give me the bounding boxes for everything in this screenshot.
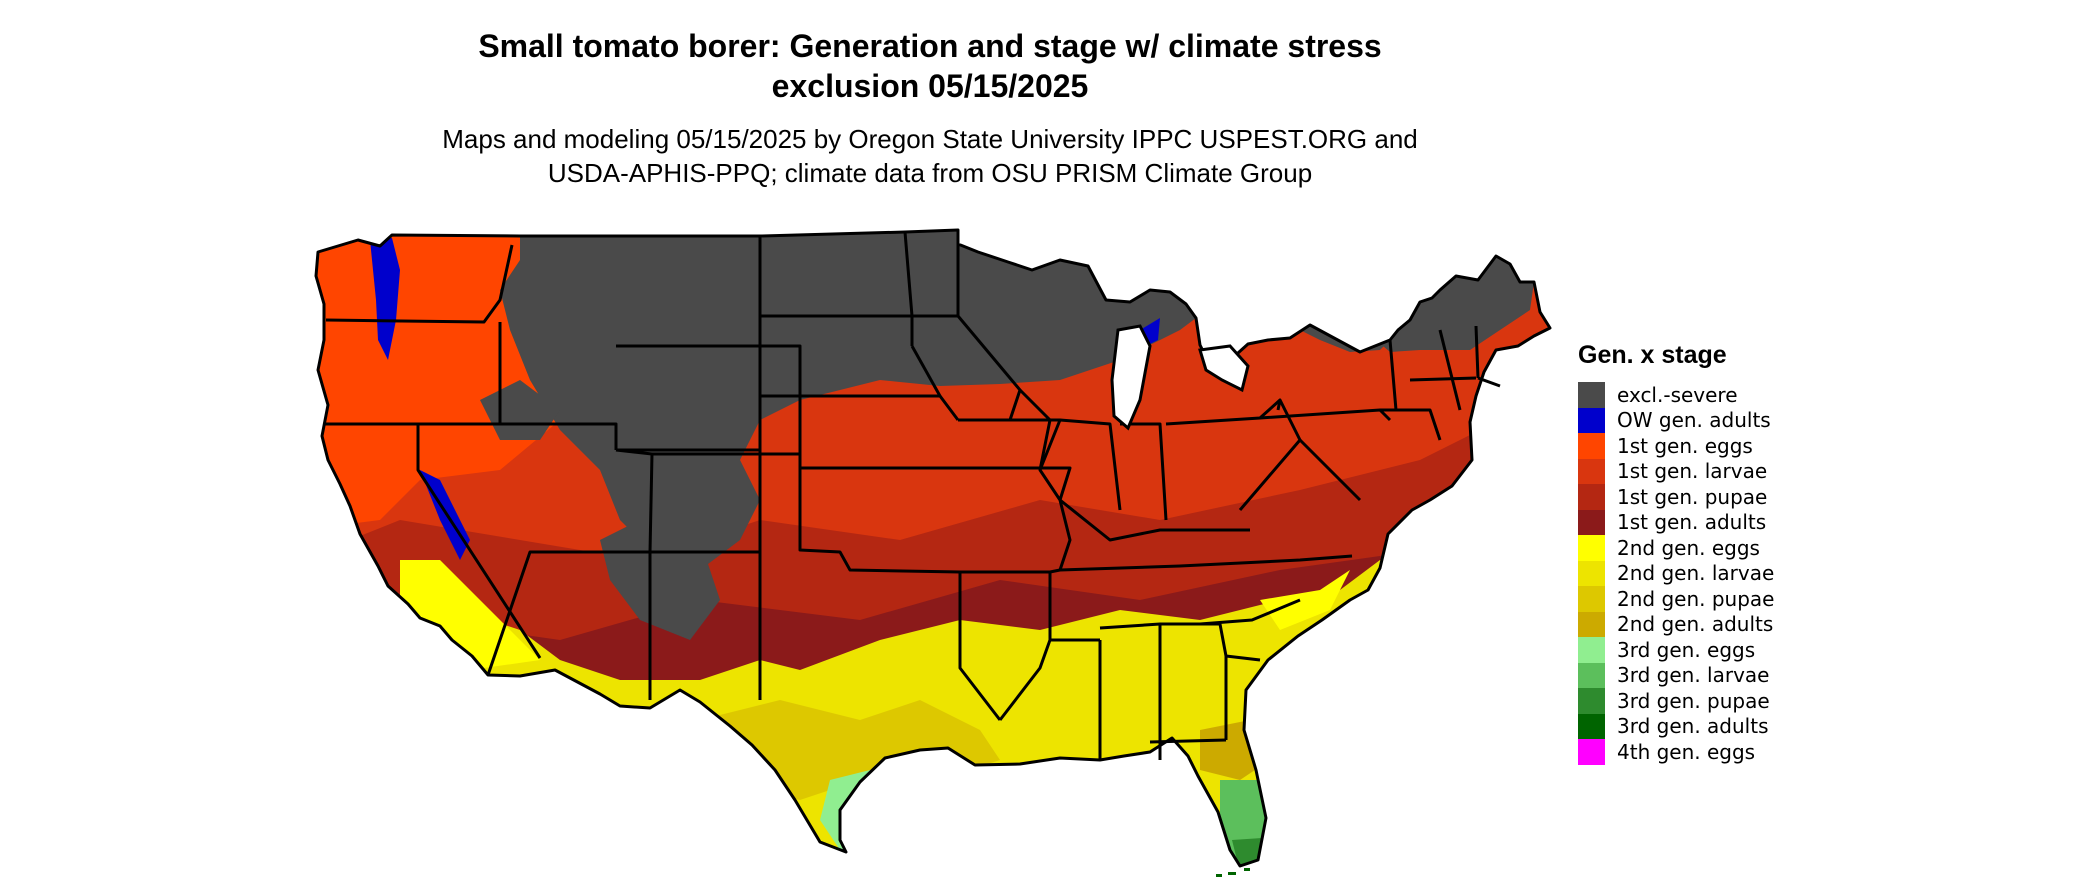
legend-label: 3rd gen. pupae — [1617, 688, 1770, 713]
legend-item: 3rd gen. adults — [1578, 713, 1878, 739]
legend-items: excl.-severe OW gen. adults 1st gen. eggs 1… — [1578, 382, 1878, 765]
legend-swatch — [1578, 611, 1605, 637]
legend-swatch — [1578, 458, 1605, 484]
legend-label: 1st gen. eggs — [1617, 433, 1753, 458]
map-title-line-2: exclusion 05/15/2025 — [771, 68, 1089, 104]
legend-label: 2nd gen. eggs — [1617, 535, 1760, 560]
legend-item: 3rd gen. eggs — [1578, 637, 1878, 663]
legend-swatch — [1578, 713, 1605, 739]
legend-label: OW gen. adults — [1617, 408, 1771, 433]
legend-label: 2nd gen. pupae — [1617, 586, 1775, 611]
legend-swatch — [1578, 484, 1605, 510]
legend-swatch — [1578, 407, 1605, 433]
stage-raster — [316, 230, 1550, 866]
legend-swatch — [1578, 509, 1605, 535]
legend-item: OW gen. adults — [1578, 407, 1878, 433]
legend-item: excl.-severe — [1578, 382, 1878, 408]
florida-keys — [1216, 868, 1250, 877]
legend-item: 2nd gen. pupae — [1578, 586, 1878, 612]
legend-swatch — [1578, 535, 1605, 561]
legend-swatch — [1578, 662, 1605, 688]
legend-swatch — [1578, 637, 1605, 663]
legend: Gen. x stage excl.-severe OW gen. adults 1… — [1578, 340, 1878, 765]
legend-label: 3rd gen. eggs — [1617, 637, 1756, 662]
legend-swatch — [1578, 382, 1605, 408]
legend-label: 2nd gen. adults — [1617, 612, 1774, 637]
legend-label: 1st gen. pupae — [1617, 484, 1768, 509]
legend-label: 2nd gen. larvae — [1617, 561, 1775, 586]
legend-item: 1st gen. pupae — [1578, 484, 1878, 510]
legend-swatch — [1578, 586, 1605, 612]
legend-item: 1st gen. eggs — [1578, 433, 1878, 459]
map-title-line-1: Small tomato borer: Generation and stage… — [478, 28, 1382, 64]
legend-swatch — [1578, 433, 1605, 459]
legend-item: 2nd gen. larvae — [1578, 560, 1878, 586]
legend-item: 1st gen. adults — [1578, 509, 1878, 535]
state-boundaries — [314, 228, 1552, 868]
legend-item: 3rd gen. larvae — [1578, 662, 1878, 688]
legend-title: Gen. x stage — [1578, 341, 1727, 369]
legend-label: 3rd gen. larvae — [1617, 663, 1770, 688]
map-subtitle-line-1: Maps and modeling 05/15/2025 by Oregon S… — [442, 124, 1418, 154]
legend-item: 2nd gen. eggs — [1578, 535, 1878, 561]
legend-swatch — [1578, 739, 1605, 765]
legend-item: 2nd gen. adults — [1578, 611, 1878, 637]
map-subtitle-line-2: USDA-APHIS-PPQ; climate data from OSU PR… — [547, 158, 1313, 188]
legend-swatch — [1578, 688, 1605, 714]
legend-label: 1st gen. larvae — [1617, 459, 1768, 484]
legend-label: 3rd gen. adults — [1617, 714, 1769, 739]
legend-swatch — [1578, 560, 1605, 586]
legend-label: excl.-severe — [1617, 382, 1738, 407]
legend-label: 4th gen. eggs — [1617, 739, 1756, 764]
legend-label: 1st gen. adults — [1617, 510, 1767, 535]
legend-item: 3rd gen. pupae — [1578, 688, 1878, 714]
legend-item: 4th gen. eggs — [1578, 739, 1878, 765]
great-lakes — [1110, 324, 1250, 431]
legend-item: 1st gen. larvae — [1578, 458, 1878, 484]
